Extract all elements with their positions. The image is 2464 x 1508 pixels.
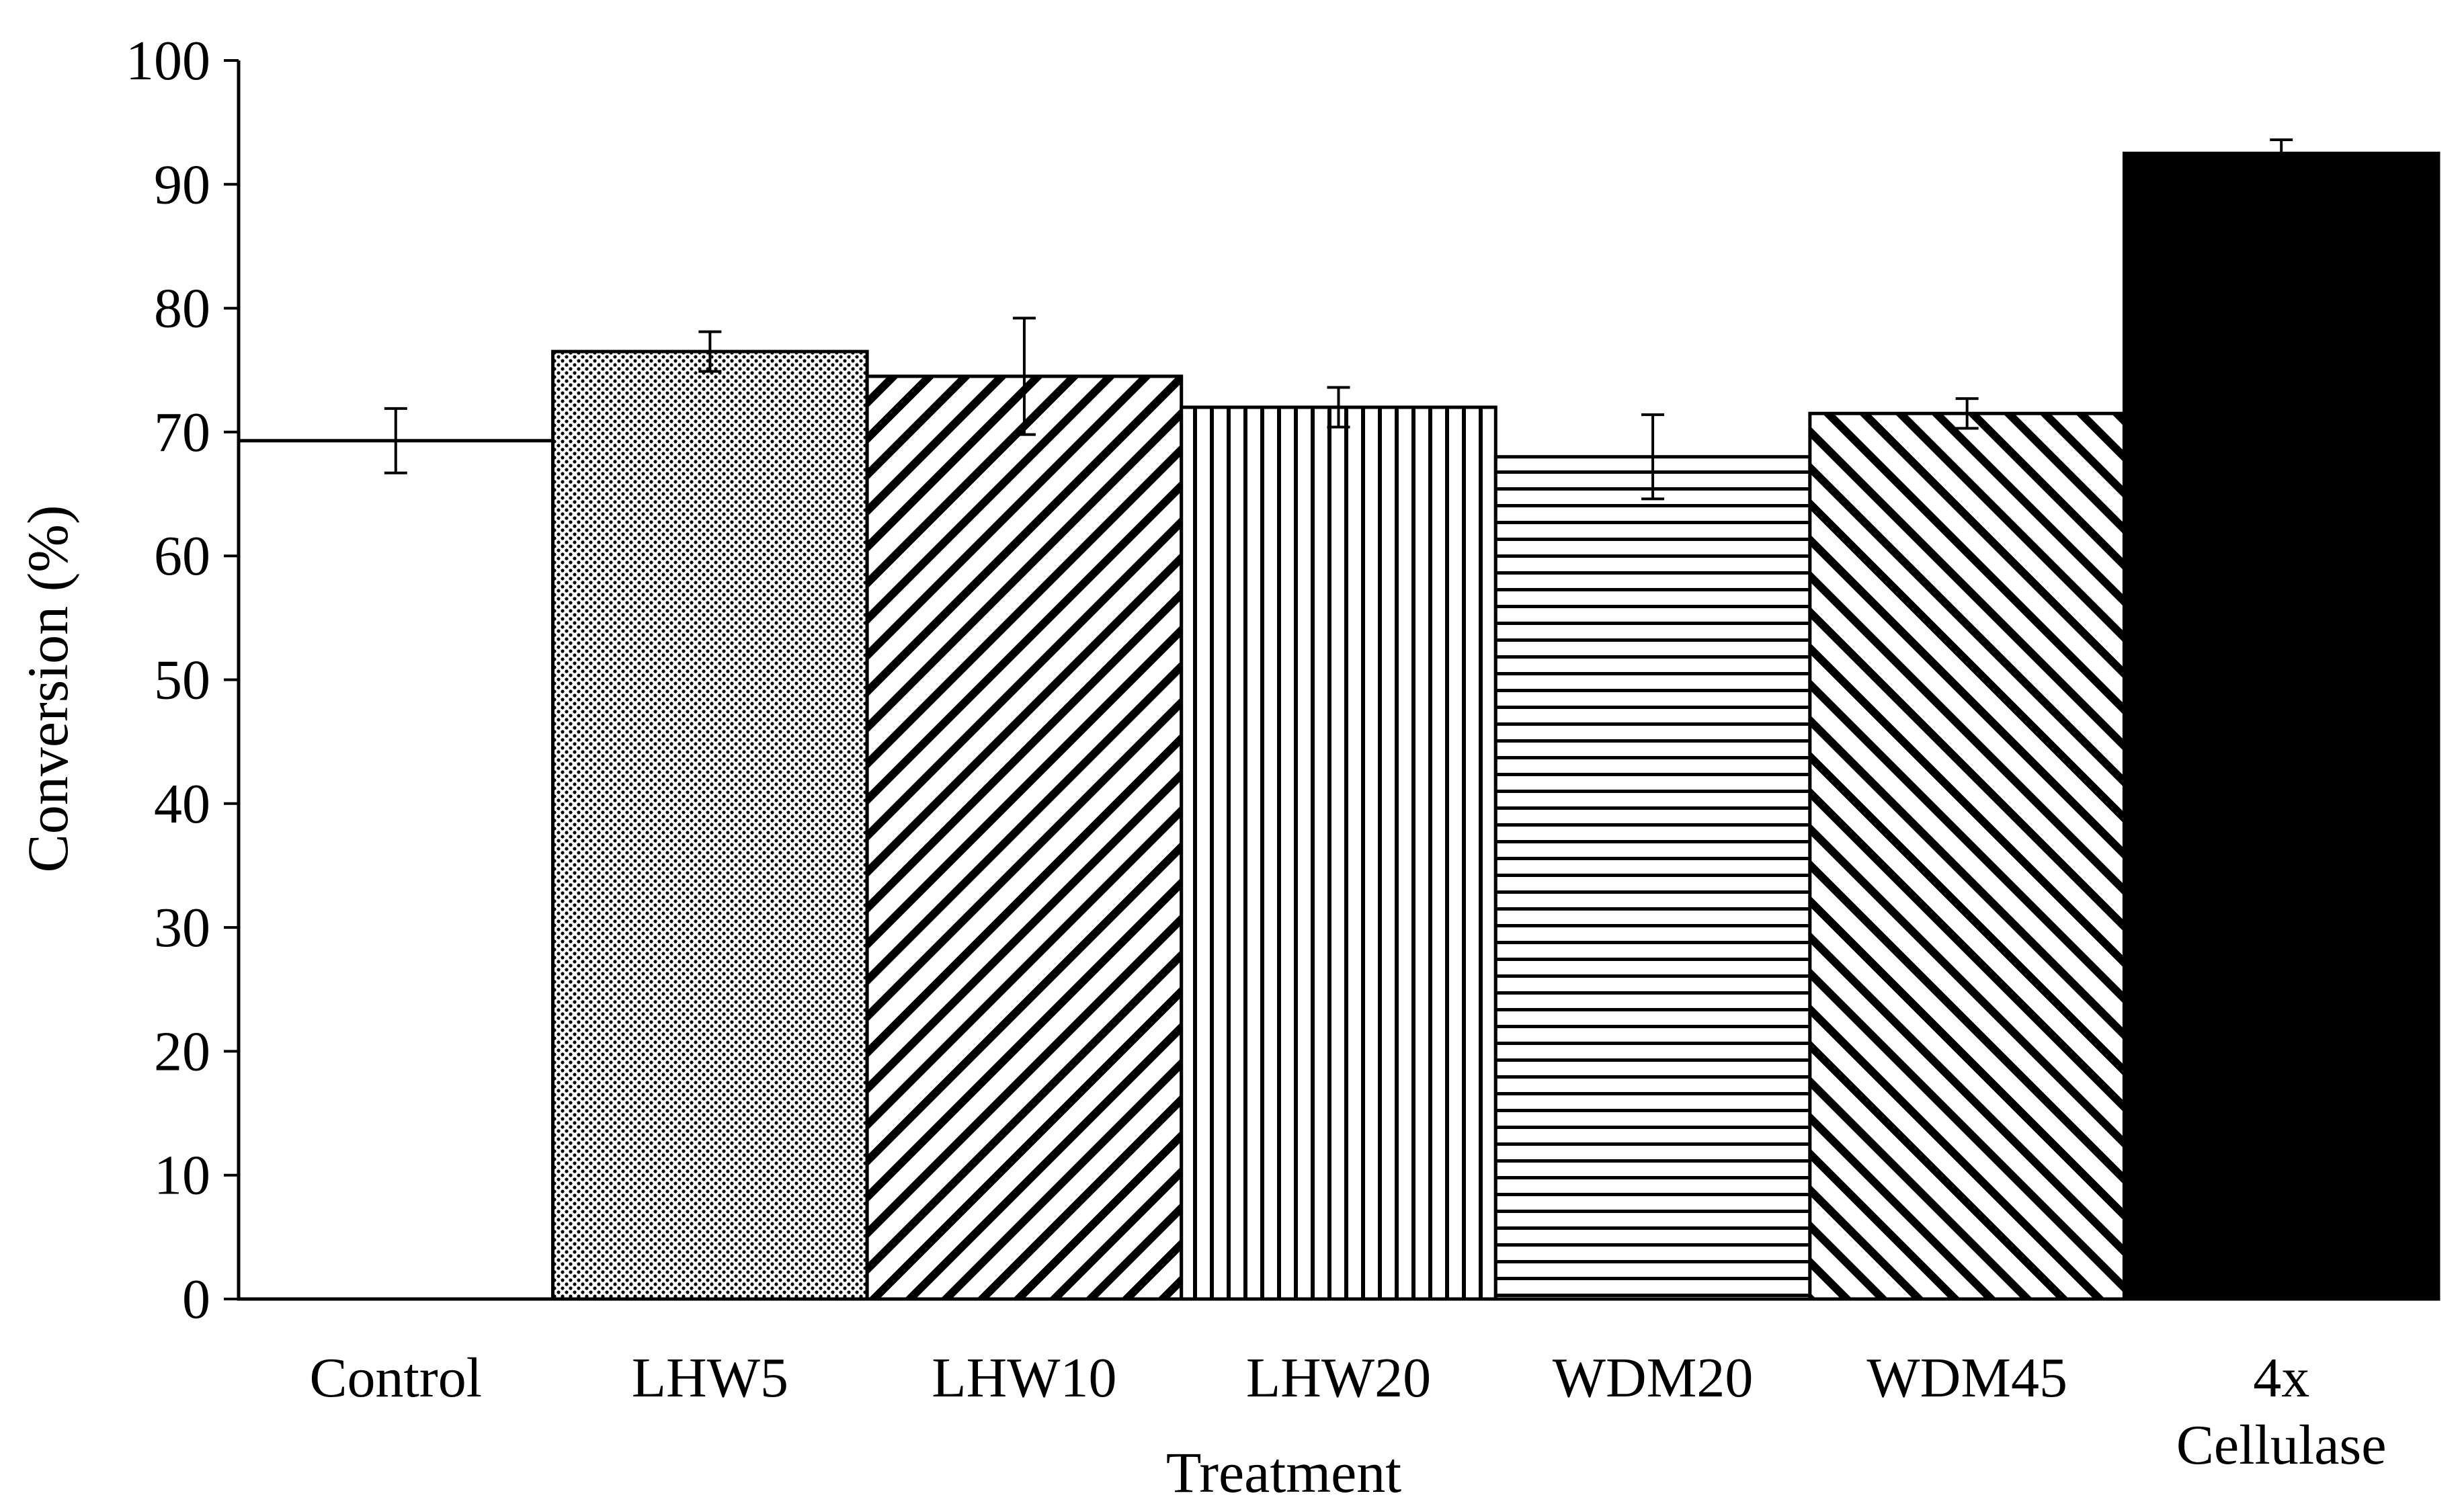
error-bar-lhw5 [698, 330, 722, 373]
bar-wdm20 [1493, 455, 1812, 1301]
category-label: 4x [2253, 1347, 2309, 1409]
y-tick-label: 10 [154, 1144, 210, 1207]
category-label: Control [309, 1347, 482, 1409]
bar-lhw20 [1180, 405, 1497, 1301]
category-label: LHW10 [932, 1347, 1116, 1409]
bar-lhw5 [551, 349, 869, 1301]
category-label: WDM20 [1553, 1347, 1754, 1409]
category-label: LHW5 [632, 1347, 788, 1409]
error-bar-wdm20 [1641, 413, 1665, 501]
y-tick-label: 40 [154, 773, 210, 835]
bar-control [237, 439, 555, 1301]
bar-lhw10 [865, 374, 1184, 1301]
y-tick-label: 60 [154, 525, 210, 587]
y-tick-label: 20 [154, 1020, 210, 1083]
bar-wdm45 [1808, 411, 2126, 1301]
error-bar-4x-cellulase [2270, 138, 2293, 169]
y-tick-label: 70 [154, 401, 210, 464]
y-tick-label: 0 [182, 1268, 210, 1331]
error-bar-wdm45 [1955, 397, 1979, 430]
y-tick-label: 50 [154, 649, 210, 712]
category-label: Cellulase [2176, 1414, 2387, 1476]
error-bar-lhw10 [1012, 317, 1036, 436]
y-axis-title: Conversion (%) [15, 505, 80, 873]
y-tick-label: 80 [154, 278, 210, 340]
category-label: LHW20 [1246, 1347, 1431, 1409]
x-axis-title: Treatment [1166, 1440, 1401, 1505]
error-bar-control [384, 407, 407, 474]
error-bar-lhw20 [1327, 386, 1350, 429]
category-label: WDM45 [1866, 1347, 2067, 1409]
y-tick-label: 90 [154, 153, 210, 216]
y-tick-label: 30 [154, 896, 210, 959]
y-tick-label: 100 [126, 30, 210, 92]
bar-4x-cellulase [2122, 151, 2440, 1301]
